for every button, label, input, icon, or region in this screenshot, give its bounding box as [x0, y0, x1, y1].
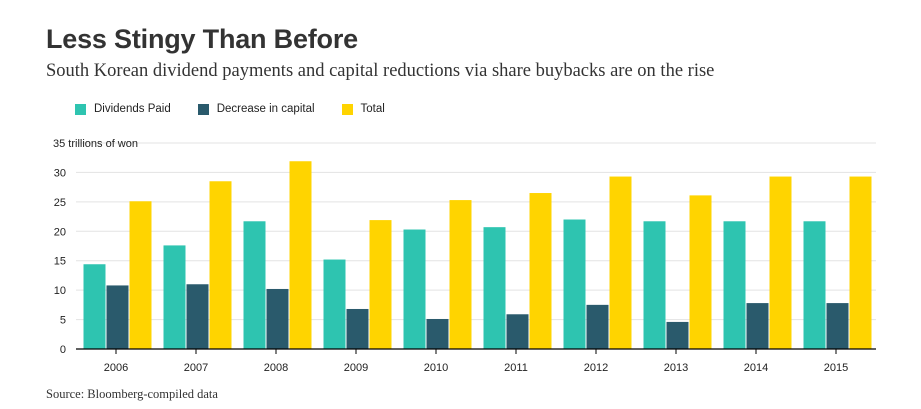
bar-dividends — [163, 245, 186, 349]
legend-item-total: Total — [341, 103, 385, 115]
bar-total — [689, 195, 712, 349]
bar-dividends — [243, 221, 266, 349]
bar-decrease — [106, 285, 129, 349]
x-tick-label: 2006 — [104, 362, 128, 374]
legend-item-decrease: Decrease in capital — [197, 103, 315, 115]
bar-dividends — [803, 221, 826, 349]
bar-dividends — [643, 221, 666, 349]
chart-title: Less Stingy Than Before — [46, 24, 358, 54]
x-tick-label: 2010 — [424, 362, 448, 374]
source-note: Source: Bloomberg-compiled data — [46, 387, 218, 401]
bar-decrease — [586, 304, 609, 349]
bar-decrease — [266, 288, 289, 349]
bar-total — [529, 193, 552, 349]
bar-decrease — [506, 314, 529, 349]
legend-swatch-total — [341, 103, 353, 115]
bars — [83, 161, 872, 349]
bar-decrease — [186, 284, 209, 349]
bar-dividends — [323, 259, 346, 349]
x-tick-label: 2012 — [584, 362, 608, 374]
bar-total — [369, 220, 392, 349]
y-tick-label: 0 — [60, 344, 66, 356]
legend-swatch-dividends — [75, 103, 86, 115]
x-tick-label: 2011 — [504, 362, 528, 374]
axes: 0 5 10 15 20 25 30 35 trillions of won 2006 2007 2… — [53, 138, 876, 374]
y-tick-label: 30 — [54, 167, 66, 179]
bar-decrease — [666, 321, 689, 349]
y-tick-label: 5 — [60, 315, 66, 327]
y-axis-unit-label: 35 trillions of won — [53, 138, 138, 150]
bar-total — [129, 201, 152, 349]
chart-subtitle: South Korean dividend payments and capit… — [46, 61, 715, 81]
x-tick-label: 2013 — [664, 362, 688, 374]
y-tick-label: 10 — [54, 285, 66, 297]
y-tick-label: 15 — [54, 256, 66, 268]
bar-total — [769, 176, 792, 349]
y-tick-label: 20 — [54, 226, 66, 238]
bar-decrease — [746, 303, 769, 349]
legend: Dividends Paid Decrease in capital Total — [75, 101, 412, 117]
x-tick-label: 2008 — [264, 362, 288, 374]
bar-dividends — [403, 229, 426, 349]
bar-decrease — [826, 303, 849, 349]
bar-decrease — [426, 318, 449, 349]
x-tick-label: 2009 — [344, 362, 368, 374]
bar-decrease — [346, 308, 369, 349]
legend-item-dividends: Dividends Paid — [75, 103, 171, 115]
x-tick-label: 2015 — [824, 362, 848, 374]
legend-label-total: Total — [360, 103, 385, 115]
bar-total — [209, 181, 232, 349]
y-tick-label: 25 — [54, 197, 66, 209]
bar-dividends — [563, 219, 586, 349]
bar-dividends — [483, 227, 506, 349]
x-tick-label: 2007 — [184, 362, 208, 374]
x-tick-label: 2014 — [744, 362, 768, 374]
legend-swatch-decrease — [197, 103, 209, 115]
bar-total — [849, 176, 872, 349]
bar-dividends — [723, 221, 746, 349]
bar-total — [449, 200, 472, 349]
legend-label-dividends: Dividends Paid — [94, 103, 171, 115]
bar-total — [289, 161, 312, 349]
bar-dividends — [83, 264, 106, 349]
bar-total — [609, 176, 632, 349]
legend-label-decrease: Decrease in capital — [216, 103, 315, 115]
